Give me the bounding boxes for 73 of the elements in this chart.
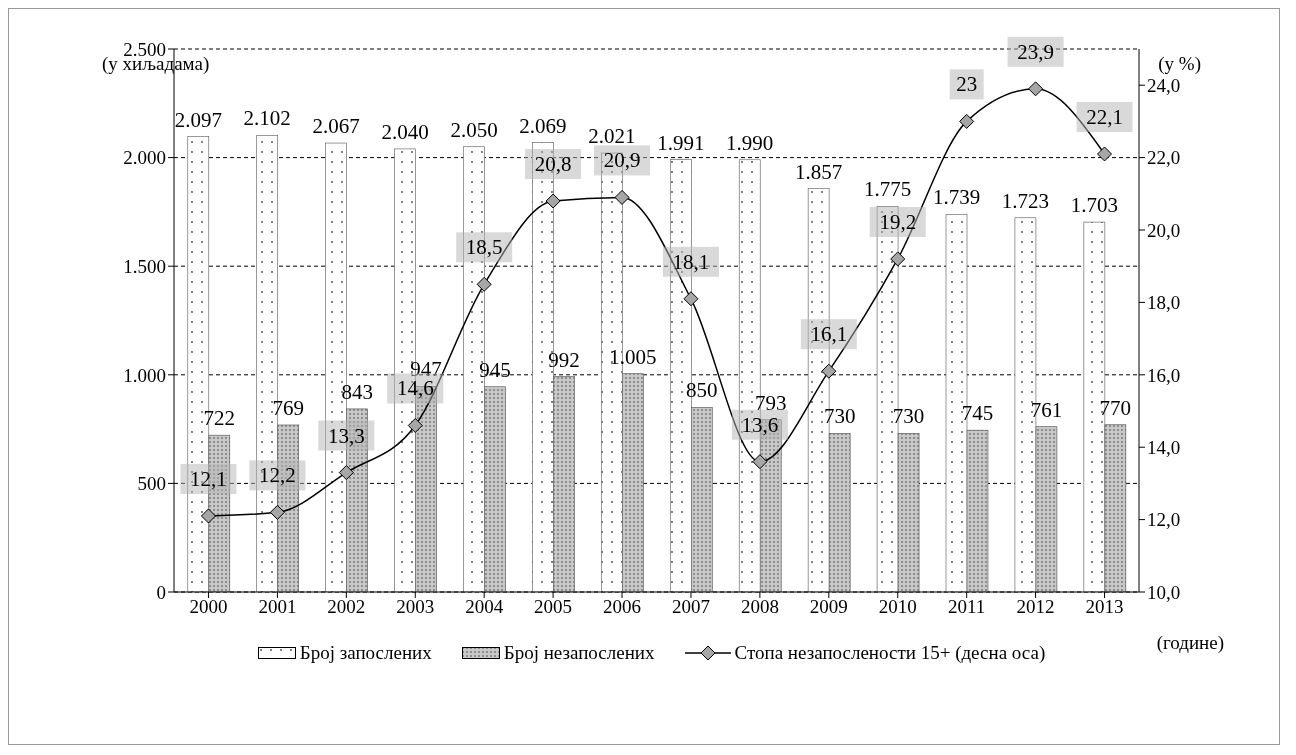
data-label: 945	[479, 357, 511, 382]
y2-tick-label: 16,0	[1147, 364, 1181, 386]
data-label: 1.703	[1070, 193, 1118, 218]
data-label: 2.040	[381, 119, 429, 144]
data-label: 992	[548, 347, 580, 372]
data-label: 761	[1030, 397, 1063, 422]
x-tick-label: 2013	[1085, 596, 1124, 618]
data-label: 13,3	[327, 423, 365, 448]
data-label: 1.739	[932, 185, 981, 210]
x-tick-label: 2008	[740, 596, 779, 618]
x-axis-title: (године)	[1156, 632, 1224, 654]
data-label: 23	[956, 72, 978, 97]
y2-tick-label: 14,0	[1147, 436, 1181, 458]
data-label: 2.069	[519, 113, 567, 138]
data-label: 20,9	[603, 148, 641, 173]
x-tick-label: 2009	[809, 596, 848, 618]
y2-tick-label: 10,0	[1147, 581, 1181, 603]
y-tick-label: 2.500	[123, 38, 166, 60]
data-label: 18,5	[465, 235, 503, 260]
legend-label: Стопа незапослености 15+ (десна оса)	[734, 642, 1046, 664]
y2-tick-label: 22,0	[1147, 147, 1181, 169]
x-tick-label: 2002	[327, 596, 366, 618]
data-label: 2.097	[174, 107, 222, 132]
data-label: 850	[686, 378, 718, 403]
x-tick-label: 2005	[534, 596, 573, 618]
data-label: 2.067	[312, 114, 360, 139]
y-tick-label: 1.500	[123, 255, 166, 277]
data-label: 793	[754, 390, 787, 415]
data-label: 843	[341, 379, 373, 404]
y-tick-label: 2.000	[123, 147, 166, 169]
y-tick-label: 1.000	[123, 364, 166, 386]
x-tick-label: 2000	[189, 596, 228, 618]
x-tick-label: 2010	[878, 596, 917, 618]
data-label: 1.990	[726, 130, 774, 155]
x-tick-label: 2004	[465, 596, 504, 618]
data-label: 1.991	[657, 130, 705, 155]
data-label: 2.050	[450, 117, 498, 142]
data-label: 12,2	[259, 463, 296, 488]
data-label: 2.102	[243, 106, 291, 131]
x-tick-label: 2012	[1016, 596, 1055, 618]
data-label: 19,2	[879, 209, 917, 234]
y-tick-label: 0	[156, 581, 166, 603]
y2-tick-label: 18,0	[1147, 292, 1181, 314]
x-tick-label: 2006	[603, 596, 642, 618]
data-label: 20,8	[534, 152, 572, 177]
data-label: 722	[203, 406, 236, 431]
y2-axis-title: (у %)	[1158, 53, 1201, 75]
data-label: 13,6	[741, 412, 779, 437]
legend-label: Број незапослених	[503, 642, 655, 664]
y2-tick-label: 24,0	[1147, 74, 1181, 96]
data-label: 2.021	[588, 124, 636, 149]
data-label: 1.775	[863, 177, 912, 202]
data-label: 1.857	[795, 159, 843, 184]
legend-label: Број запослених	[299, 642, 432, 664]
x-tick-label: 2001	[258, 596, 297, 618]
y-tick-label: 500	[137, 473, 166, 495]
data-label: 18,1	[672, 249, 710, 274]
data-label: 769	[272, 395, 304, 420]
data-label: 23,9	[1017, 39, 1054, 64]
x-tick-label: 2003	[396, 596, 435, 618]
data-label: 730	[823, 404, 856, 429]
data-label: 16,1	[810, 322, 848, 347]
data-label: 12,1	[190, 466, 227, 491]
data-label: 745	[961, 401, 994, 426]
x-tick-label: 2011	[948, 596, 986, 618]
data-label: 1.005	[609, 344, 657, 369]
y2-tick-label: 12,0	[1147, 509, 1181, 531]
data-label: 1.723	[1001, 188, 1050, 213]
data-label: 730	[892, 404, 925, 429]
data-label: 22,1	[1086, 104, 1123, 129]
y2-tick-label: 20,0	[1147, 219, 1181, 241]
data-label: 770	[1099, 395, 1132, 420]
x-tick-label: 2007	[671, 596, 710, 618]
